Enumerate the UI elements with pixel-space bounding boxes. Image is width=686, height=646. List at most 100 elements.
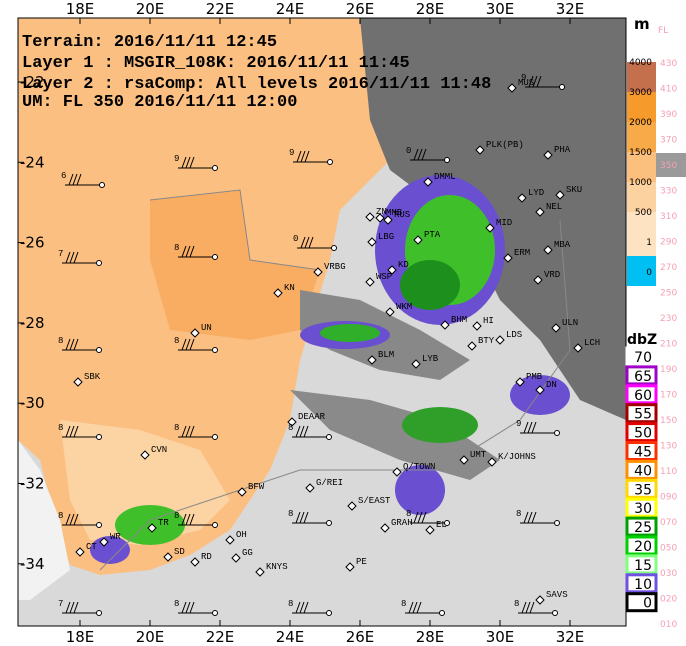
radar-label: 50 [634, 426, 652, 442]
wind-station [326, 610, 332, 616]
fl-label: 030 [660, 569, 677, 579]
lat-label: -26 [20, 234, 45, 252]
wind-flag [304, 236, 310, 249]
radar-label: 20 [634, 539, 652, 555]
terrain-label: 4000 [629, 58, 652, 68]
station-marker [495, 335, 505, 345]
wind-flag [523, 511, 529, 524]
lon-label: 22E [206, 628, 235, 646]
station-marker [255, 567, 265, 577]
header-line: Layer 1 : MSGIR_108K: 2016/11/11 11:45 [22, 54, 410, 73]
station-label: LYB [422, 354, 439, 364]
wind-label: 7 [58, 249, 63, 259]
wind-flag [76, 173, 82, 186]
fl-label: 310 [660, 212, 677, 222]
wind-label: 8 [174, 336, 179, 346]
lon-label: 22E [206, 0, 235, 18]
wind-flag [189, 156, 195, 169]
radar-echo [320, 324, 380, 342]
wind-station [444, 520, 450, 526]
station-marker [375, 213, 385, 223]
station-label: Q/TOWN [403, 462, 435, 472]
station-label: RD [201, 552, 212, 562]
station-marker [411, 359, 421, 369]
lon-label: 32E [556, 0, 585, 18]
fl-label: 230 [660, 314, 677, 324]
wind-flag [73, 601, 79, 614]
station-label: WR [110, 532, 121, 542]
station-label: UMT [470, 450, 487, 460]
wind-station [552, 610, 558, 616]
station-label: NEL [546, 202, 562, 212]
terrain-label: 1000 [629, 178, 652, 188]
wind-flag [303, 601, 309, 614]
wind-station [212, 610, 218, 616]
wind-label: 9 [174, 154, 179, 164]
wind-station [327, 159, 333, 165]
station-marker [147, 523, 157, 533]
radar-swatch [625, 573, 658, 594]
wind-label: 8 [288, 599, 293, 609]
station-label: PTA [424, 230, 441, 240]
terrain-swatch [627, 212, 656, 242]
station-label: LBG [378, 232, 394, 242]
radar-label: 70 [634, 350, 652, 366]
wind-label: 8 [288, 509, 293, 519]
fl-label: 090 [660, 493, 677, 503]
lon-label: 26E [346, 628, 375, 646]
fl-label: 370 [660, 136, 677, 146]
station-marker [535, 385, 545, 395]
terrain-swatch [627, 256, 656, 286]
fl-label: 110 [660, 467, 677, 477]
terrain-unit: m [634, 15, 650, 33]
station-label: RUS [394, 210, 410, 220]
station-marker [99, 537, 109, 547]
wind-label: 8 [174, 423, 179, 433]
radar-swatch [625, 365, 658, 386]
station-label: DMML [434, 172, 456, 182]
station-marker [515, 377, 525, 387]
lat-label: -28 [20, 314, 45, 332]
terrain-label: 0 [646, 268, 652, 278]
wind-flag [527, 421, 533, 434]
map-area [18, 18, 626, 626]
header: Terrain: 2016/11/11 12:45 Layer 1 : MSGI… [22, 33, 491, 112]
fl-label: 150 [660, 416, 677, 426]
station-label: SD [174, 547, 185, 557]
station-marker [472, 321, 482, 331]
wind-flag [532, 75, 538, 88]
wind-flag [185, 156, 191, 169]
radar-label: 65 [634, 369, 652, 385]
fl-label: 430 [660, 59, 677, 69]
wind-station [326, 520, 332, 526]
wind-flag [529, 601, 535, 614]
station-marker [485, 223, 495, 233]
fl-highlight [656, 153, 686, 177]
station-label: BFW [248, 482, 265, 492]
radar-label: 40 [634, 463, 652, 479]
wind-flag [69, 513, 75, 526]
fl-label: 190 [660, 365, 677, 375]
wind-flag [69, 338, 75, 351]
wind-label: 8 [58, 511, 63, 521]
radar-label: 55 [634, 407, 652, 423]
radar-swatch [625, 554, 658, 575]
fl-label: 050 [660, 544, 677, 554]
fl-label: 410 [660, 85, 677, 95]
station-marker [425, 525, 435, 535]
wind-flag [181, 338, 187, 351]
wind-flag [189, 425, 195, 438]
radar-echo [400, 260, 460, 310]
wind-flag [189, 513, 195, 526]
station-marker [392, 467, 402, 477]
station-label: GRAH [391, 518, 413, 528]
station-label: WKM [396, 302, 412, 312]
station-marker [313, 267, 323, 277]
wind-label: 8 [401, 599, 406, 609]
wind-flag [413, 148, 419, 161]
station-label: LDS [506, 330, 522, 340]
wind-station [326, 434, 332, 440]
station-marker [503, 253, 513, 263]
wind-flag [69, 601, 75, 614]
lat-label: -32 [20, 475, 45, 493]
